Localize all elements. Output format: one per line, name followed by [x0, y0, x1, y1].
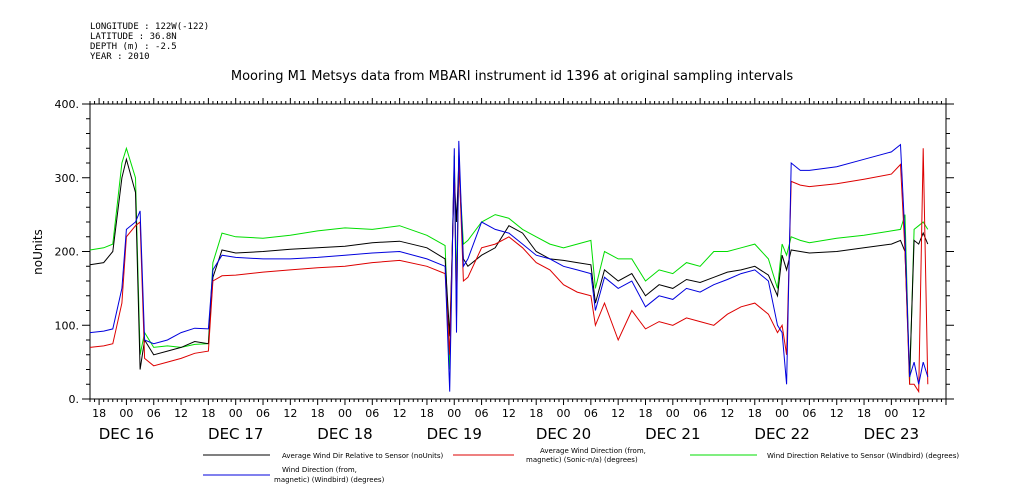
y-axis-label: noUnits — [31, 229, 45, 275]
x-day-label: DEC 19 — [427, 425, 482, 443]
legend-label-2: Average Wind Direction (from, magnetic) … — [526, 447, 648, 464]
x-tick-label: 18 — [529, 407, 543, 420]
series-lines — [89, 140, 929, 394]
series-line-3 — [89, 146, 929, 385]
x-tick-label: 12 — [174, 407, 188, 420]
x-day-label: DEC 20 — [536, 425, 591, 443]
x-axis: 18 00 06 12 18 00 06 12 18 00 06 12 18 00 06 12 18 00 06 12… — [89, 98, 947, 443]
x-tick-label: 18 — [420, 407, 434, 420]
legend-label-4: Wind Direction (from, magnetic) (Windbir… — [274, 466, 385, 484]
x-tick-label: 06 — [475, 407, 489, 420]
x-tick-label: 00 — [229, 407, 243, 420]
meta-depth: DEPTH (m) : -2.5 — [90, 42, 177, 52]
meta-longitude: LONGITUDE : 122W(-122) — [90, 22, 209, 32]
x-tick-label: 06 — [147, 407, 161, 420]
x-tick-label: 06 — [584, 407, 598, 420]
series-line-4 — [89, 140, 929, 392]
y-tick-label: 300. — [55, 172, 80, 185]
x-day-label: DEC 18 — [317, 425, 372, 443]
x-tick-label: 00 — [775, 407, 789, 420]
x-tick-label: 12 — [830, 407, 844, 420]
series-line-1 — [89, 157, 929, 377]
x-day-label: DEC 22 — [754, 425, 809, 443]
x-tick-label: 18 — [748, 407, 762, 420]
legend: Average Wind Dir Relative to Sensor (noU… — [203, 447, 959, 484]
x-day-label: DEC 21 — [645, 425, 700, 443]
y-tick-label: 200. — [55, 246, 80, 259]
chart-title: Mooring M1 Metsys data from MBARI instru… — [231, 69, 793, 84]
x-tick-label: 00 — [884, 407, 898, 420]
x-tick-label: 12 — [720, 407, 734, 420]
x-day-label: DEC 16 — [99, 425, 154, 443]
series-line-2 — [89, 148, 929, 394]
meta-year: YEAR : 2010 — [90, 52, 150, 62]
x-tick-label: 12 — [502, 407, 516, 420]
x-tick-label: 18 — [311, 407, 325, 420]
x-tick-label: 06 — [365, 407, 379, 420]
metadata-block: LONGITUDE : 122W(-122) LATITUDE : 36.8N … — [90, 22, 209, 62]
x-day-label: DEC 17 — [208, 425, 263, 443]
legend-label-3: Wind Direction Relative to Sensor (Windb… — [767, 452, 959, 460]
x-tick-label: 06 — [802, 407, 816, 420]
x-day-label: DEC 23 — [864, 425, 919, 443]
x-tick-label: 00 — [119, 407, 133, 420]
y-tick-label: 100. — [55, 319, 80, 332]
x-tick-label: 18 — [857, 407, 871, 420]
x-tick-label: 12 — [393, 407, 407, 420]
x-tick-label: 00 — [447, 407, 461, 420]
x-tick-label: 06 — [256, 407, 270, 420]
x-tick-label: 18 — [201, 407, 215, 420]
plot-frame — [89, 103, 947, 400]
y-tick-label: 400. — [55, 98, 80, 111]
x-tick-label: 00 — [338, 407, 352, 420]
y-axis: 0. 100. 200. 300. 400. — [55, 98, 954, 406]
x-tick-label: 06 — [693, 407, 707, 420]
x-tick-label: 00 — [666, 407, 680, 420]
x-tick-label: 18 — [92, 407, 106, 420]
x-tick-label: 18 — [638, 407, 652, 420]
y-tick-label: 0. — [69, 393, 80, 406]
meta-latitude: LATITUDE : 36.8N — [90, 32, 177, 42]
x-tick-label: 12 — [611, 407, 625, 420]
legend-label-1: Average Wind Dir Relative to Sensor (noU… — [282, 452, 443, 460]
x-tick-label: 00 — [557, 407, 571, 420]
x-tick-label: 12 — [912, 407, 926, 420]
x-tick-label: 12 — [283, 407, 297, 420]
